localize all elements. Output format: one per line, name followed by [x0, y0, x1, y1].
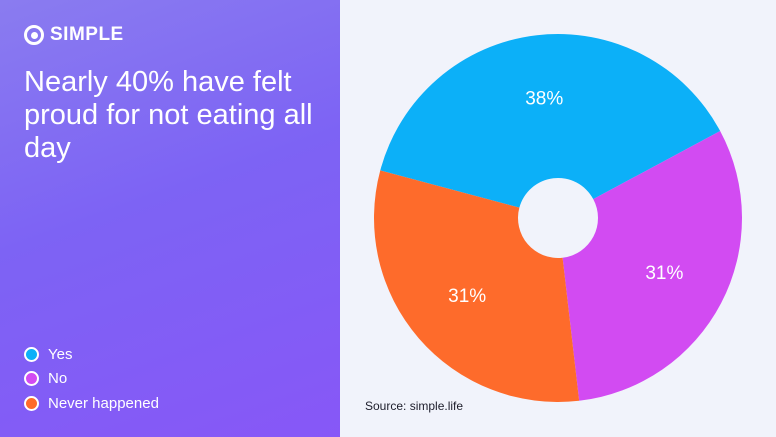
left-panel: SIMPLE Nearly 40% have felt proud for no…: [0, 0, 340, 437]
legend-label-no: No: [48, 370, 68, 388]
chart-title: Nearly 40% have felt proud for not eatin…: [24, 66, 313, 164]
legend-label-never-happened: Never happened: [48, 394, 159, 412]
source-note: Source: simple.life: [365, 399, 464, 413]
legend-swatch-yes: [24, 346, 39, 362]
legend-item-yes: Yes: [24, 342, 159, 367]
slice-never-happened: [374, 170, 580, 402]
chart-panel: 38% 31% 31% Source: simple.life: [340, 0, 776, 437]
chart-legend: Yes No Never happened: [24, 342, 159, 416]
brand-name: SIMPLE: [50, 24, 124, 45]
brand: SIMPLE: [24, 24, 124, 46]
slice-label-no: 31%: [645, 263, 683, 284]
simple-logo-icon: [24, 25, 44, 45]
legend-swatch-never-happened: [24, 395, 39, 411]
logo-dot: [30, 31, 38, 39]
legend-swatch-no: [24, 371, 39, 387]
slice-label-never-happened: 31%: [448, 286, 486, 307]
slice-no: [562, 131, 742, 401]
legend-label-yes: Yes: [48, 345, 73, 363]
slice-label-yes: 38%: [525, 88, 563, 109]
legend-item-no: No: [24, 367, 159, 392]
slice-yes: [380, 34, 721, 208]
legend-item-never-happened: Never happened: [24, 391, 159, 416]
donut-chart: 38% 31% 31%: [374, 34, 742, 402]
